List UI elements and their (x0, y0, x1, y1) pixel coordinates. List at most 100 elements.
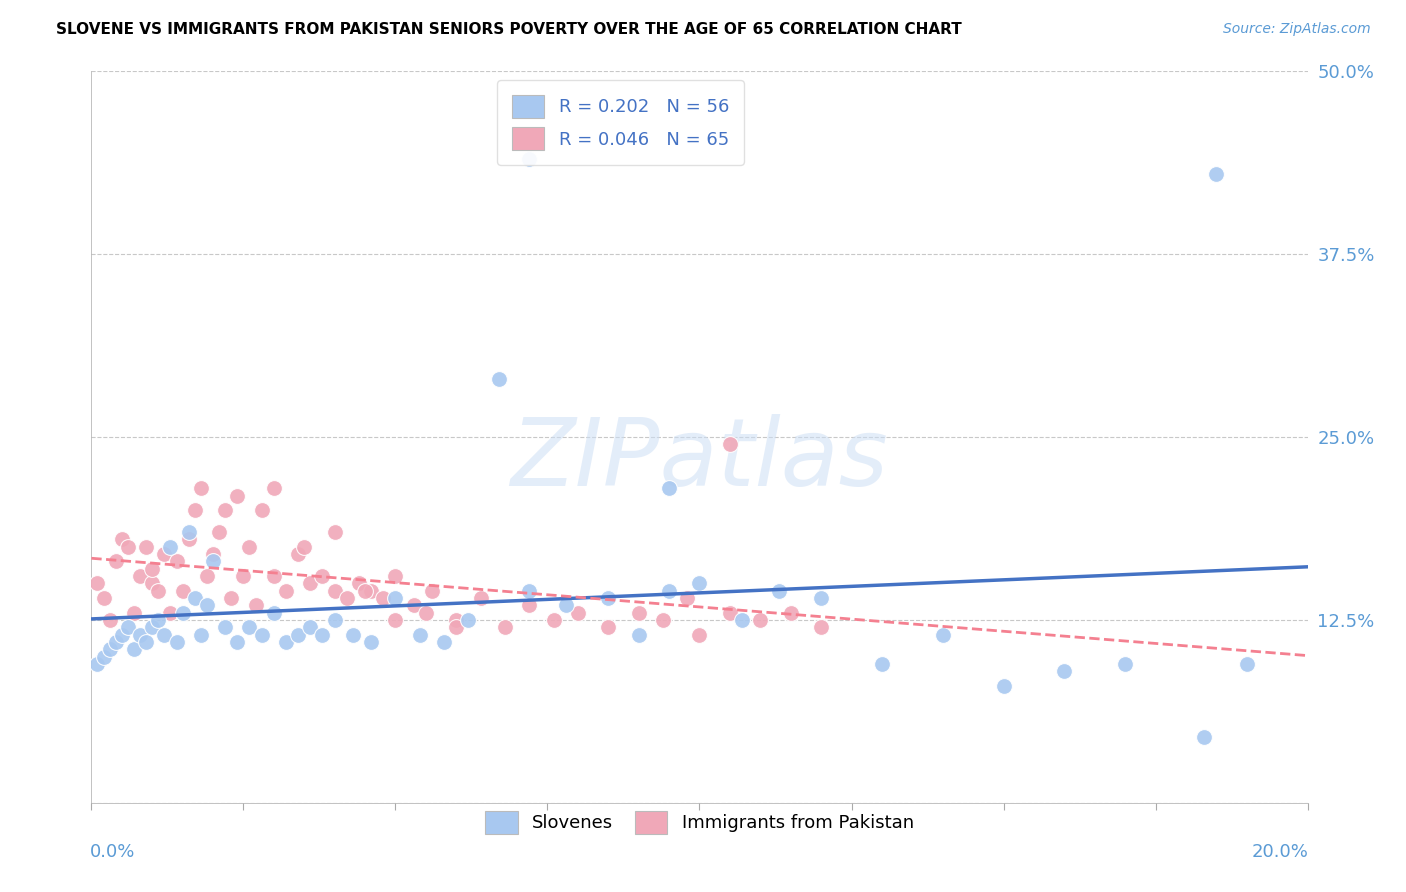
Point (993, 679, 1015, 693)
Point (488, 371, 510, 385)
Point (567, 606, 589, 620)
Point (470, 591, 492, 605)
Point (135, 540, 157, 554)
Point (153, 547, 176, 561)
Point (658, 583, 681, 598)
Point (360, 583, 382, 598)
Point (166, 635, 188, 649)
Point (172, 583, 194, 598)
Point (342, 627, 364, 641)
Point (148, 583, 170, 598)
Point (166, 554, 188, 568)
Point (415, 606, 437, 620)
Point (779, 606, 801, 620)
Legend: Slovenes, Immigrants from Pakistan: Slovenes, Immigrants from Pakistan (478, 804, 921, 841)
Point (129, 627, 152, 641)
Point (444, 620, 467, 634)
Point (373, 591, 395, 605)
Point (1192, 730, 1215, 744)
Point (177, 525, 200, 540)
Point (190, 481, 212, 495)
Point (159, 606, 181, 620)
Point (810, 620, 832, 634)
Point (384, 591, 406, 605)
Point (457, 613, 479, 627)
Text: SLOVENE VS IMMIGRANTS FROM PAKISTAN SENIORS POVERTY OVER THE AGE OF 65 CORRELATI: SLOVENE VS IMMIGRANTS FROM PAKISTAN SENI… (56, 22, 962, 37)
Point (658, 481, 681, 495)
Point (652, 613, 675, 627)
Point (202, 554, 225, 568)
Point (731, 613, 754, 627)
Point (117, 540, 139, 554)
Point (93, 591, 115, 605)
Point (122, 606, 145, 620)
Point (202, 547, 225, 561)
Point (543, 613, 565, 627)
Point (409, 627, 432, 641)
Point (931, 627, 953, 641)
Point (718, 606, 741, 620)
Point (517, 583, 540, 598)
Point (517, 599, 540, 613)
Text: Source: ZipAtlas.com: Source: ZipAtlas.com (1223, 22, 1371, 37)
Point (627, 627, 650, 641)
Point (141, 576, 163, 591)
Point (274, 635, 297, 649)
Point (554, 599, 576, 613)
Point (111, 627, 134, 641)
Point (190, 627, 212, 641)
Text: ZIPatlas: ZIPatlas (510, 414, 889, 505)
Point (141, 562, 163, 576)
Point (111, 533, 134, 547)
Point (263, 569, 285, 583)
Point (299, 620, 322, 634)
Point (148, 613, 170, 627)
Point (1205, 167, 1227, 181)
Point (384, 613, 406, 627)
Point (810, 591, 832, 605)
Point (98, 613, 121, 627)
Point (93, 649, 115, 664)
Point (245, 599, 267, 613)
Point (238, 540, 260, 554)
Point (360, 635, 382, 649)
Point (598, 591, 620, 605)
Point (226, 635, 249, 649)
Point (494, 620, 516, 634)
Point (274, 583, 297, 598)
Point (153, 627, 176, 641)
Point (214, 620, 236, 634)
Text: 20.0%: 20.0% (1251, 843, 1309, 861)
Point (402, 599, 425, 613)
Point (195, 599, 218, 613)
Point (444, 613, 467, 627)
Point (184, 503, 207, 517)
Point (749, 613, 772, 627)
Point (433, 635, 456, 649)
Point (219, 591, 242, 605)
Point (238, 620, 260, 634)
Point (718, 437, 741, 451)
Point (1053, 664, 1076, 678)
Point (184, 591, 207, 605)
Point (323, 613, 346, 627)
Point (768, 583, 790, 598)
Point (177, 533, 200, 547)
Point (287, 627, 309, 641)
Point (86, 576, 108, 591)
Point (420, 583, 443, 598)
Point (263, 606, 285, 620)
Point (141, 620, 163, 634)
Point (627, 606, 650, 620)
Point (598, 620, 620, 634)
Point (323, 525, 346, 540)
Point (354, 583, 377, 598)
Point (172, 606, 194, 620)
Point (287, 547, 309, 561)
Point (214, 503, 236, 517)
Point (86, 657, 108, 671)
Point (117, 620, 139, 634)
Point (135, 635, 157, 649)
Point (104, 635, 127, 649)
Point (195, 569, 218, 583)
